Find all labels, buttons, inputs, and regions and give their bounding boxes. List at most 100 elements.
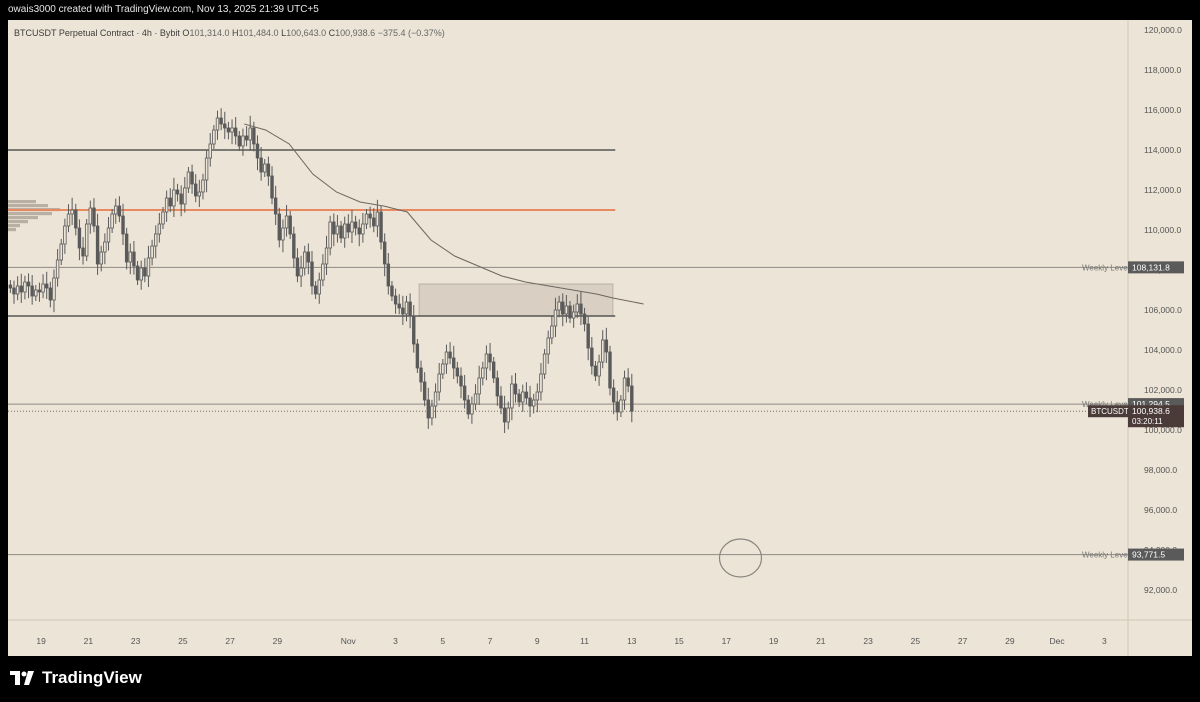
candle-body [608,351,612,389]
candle-body [499,395,503,409]
candle-body [15,285,20,295]
candle-body [172,189,176,207]
candle-body [110,213,114,229]
candle-body [48,287,53,301]
candle-body [372,217,376,227]
candle-body [390,285,394,297]
candle-body [103,241,107,253]
close-label: C [328,28,336,38]
candle-body [415,343,420,369]
x-tick-label: 7 [488,636,493,646]
x-tick-label: 19 [769,636,779,646]
candle-body [135,265,140,281]
candle-body [408,301,412,317]
candle-body [248,127,252,141]
chart-area[interactable]: 120,000.0 118,000.0 116,000.0 114,000.0 112,… [8,20,1192,656]
candle-body [481,367,485,379]
candle-body [571,311,576,319]
low-label: L [281,28,287,38]
candle-body [208,143,212,159]
candle-body [23,281,27,293]
attribution-bar: owais3000 created with TradingView.com, … [0,0,1200,20]
candle-body [517,393,521,403]
volume-profile-bar [8,204,48,208]
candle-body [593,365,598,377]
candle-body [284,215,289,229]
y-tick-label: 120,000.0 [1144,25,1182,35]
moving-average-line [244,123,644,305]
candle-body [564,305,569,315]
candle-body [506,407,510,423]
candle-body [70,209,74,215]
candle-body [615,401,619,413]
candle-body [281,227,285,241]
candle-body [630,385,634,412]
volume-profile-bar [8,224,20,228]
candle-body [452,357,456,369]
symbol-name: BTCUSDT Perpetual Contract · 4h · Bybit [14,28,180,38]
candle-body [30,285,34,297]
x-tick-label: 27 [958,636,968,646]
candle-body [437,373,441,393]
candle-body [219,117,223,125]
candle-body [270,175,274,199]
candle-body [568,305,572,319]
candle-body [303,251,307,269]
volume-profile-bar [8,220,28,224]
candle-body [288,215,292,235]
candle-body [590,347,594,367]
x-tick-label: 21 [84,636,94,646]
candle-body [306,251,311,263]
candle-body [597,361,601,377]
candle-body [313,285,318,295]
price-chart[interactable]: 120,000.0 118,000.0 116,000.0 114,000.0 112,… [8,20,1192,656]
candle-body [41,283,45,293]
candle-body [542,353,547,375]
candle-body [488,353,492,363]
symbol-legend: BTCUSDT Perpetual Contract · 4h · Bybit … [14,28,445,38]
candle-body [59,243,63,261]
candle-body [550,325,554,339]
volume-profile-bar [8,200,36,204]
candle-body [128,251,132,263]
candle-body [422,381,427,401]
candle-body [426,399,430,419]
candle-body [212,129,216,145]
candle-body [510,383,514,409]
candle-body [233,127,238,137]
current-price-tag-bg [1128,405,1184,428]
weekly-level-tag-text: 93,771.5 [1132,550,1165,560]
candle-body [197,191,202,197]
candle-body [444,351,449,365]
candle-body [321,263,325,281]
candle-body [84,223,89,257]
candle-body [553,309,558,327]
candle-body [484,353,489,369]
tradingview-logo[interactable]: TradingView [10,668,142,688]
candle-body [364,213,369,225]
candle-body [12,287,16,295]
candle-body [55,259,60,279]
y-tick-label: 92,000.0 [1144,585,1177,595]
candle-body [502,407,507,423]
candle-body [430,405,434,419]
y-tick-label: 118,000.0 [1144,65,1181,75]
y-tick-label: 104,000.0 [1144,345,1182,355]
symbol-tag-text: BTCUSDT.P [1091,407,1135,416]
candle-body [604,339,609,353]
candle-body [121,215,125,235]
tradingview-logo-icon [10,671,34,685]
x-tick-label: 13 [627,636,637,646]
weekly-level-label: Weekly Level [1082,263,1130,272]
candle-body [586,323,590,349]
candle-body [601,339,605,363]
candle-body [492,361,496,379]
x-tick-label: 23 [863,636,873,646]
y-tick-label: 100,000.0 [1144,425,1182,435]
x-tick-label: Nov [341,636,357,646]
candle-body [528,397,532,407]
candle-body [45,283,49,289]
candle-body [343,223,347,239]
candle-body [524,391,529,399]
candle-body [611,387,616,403]
